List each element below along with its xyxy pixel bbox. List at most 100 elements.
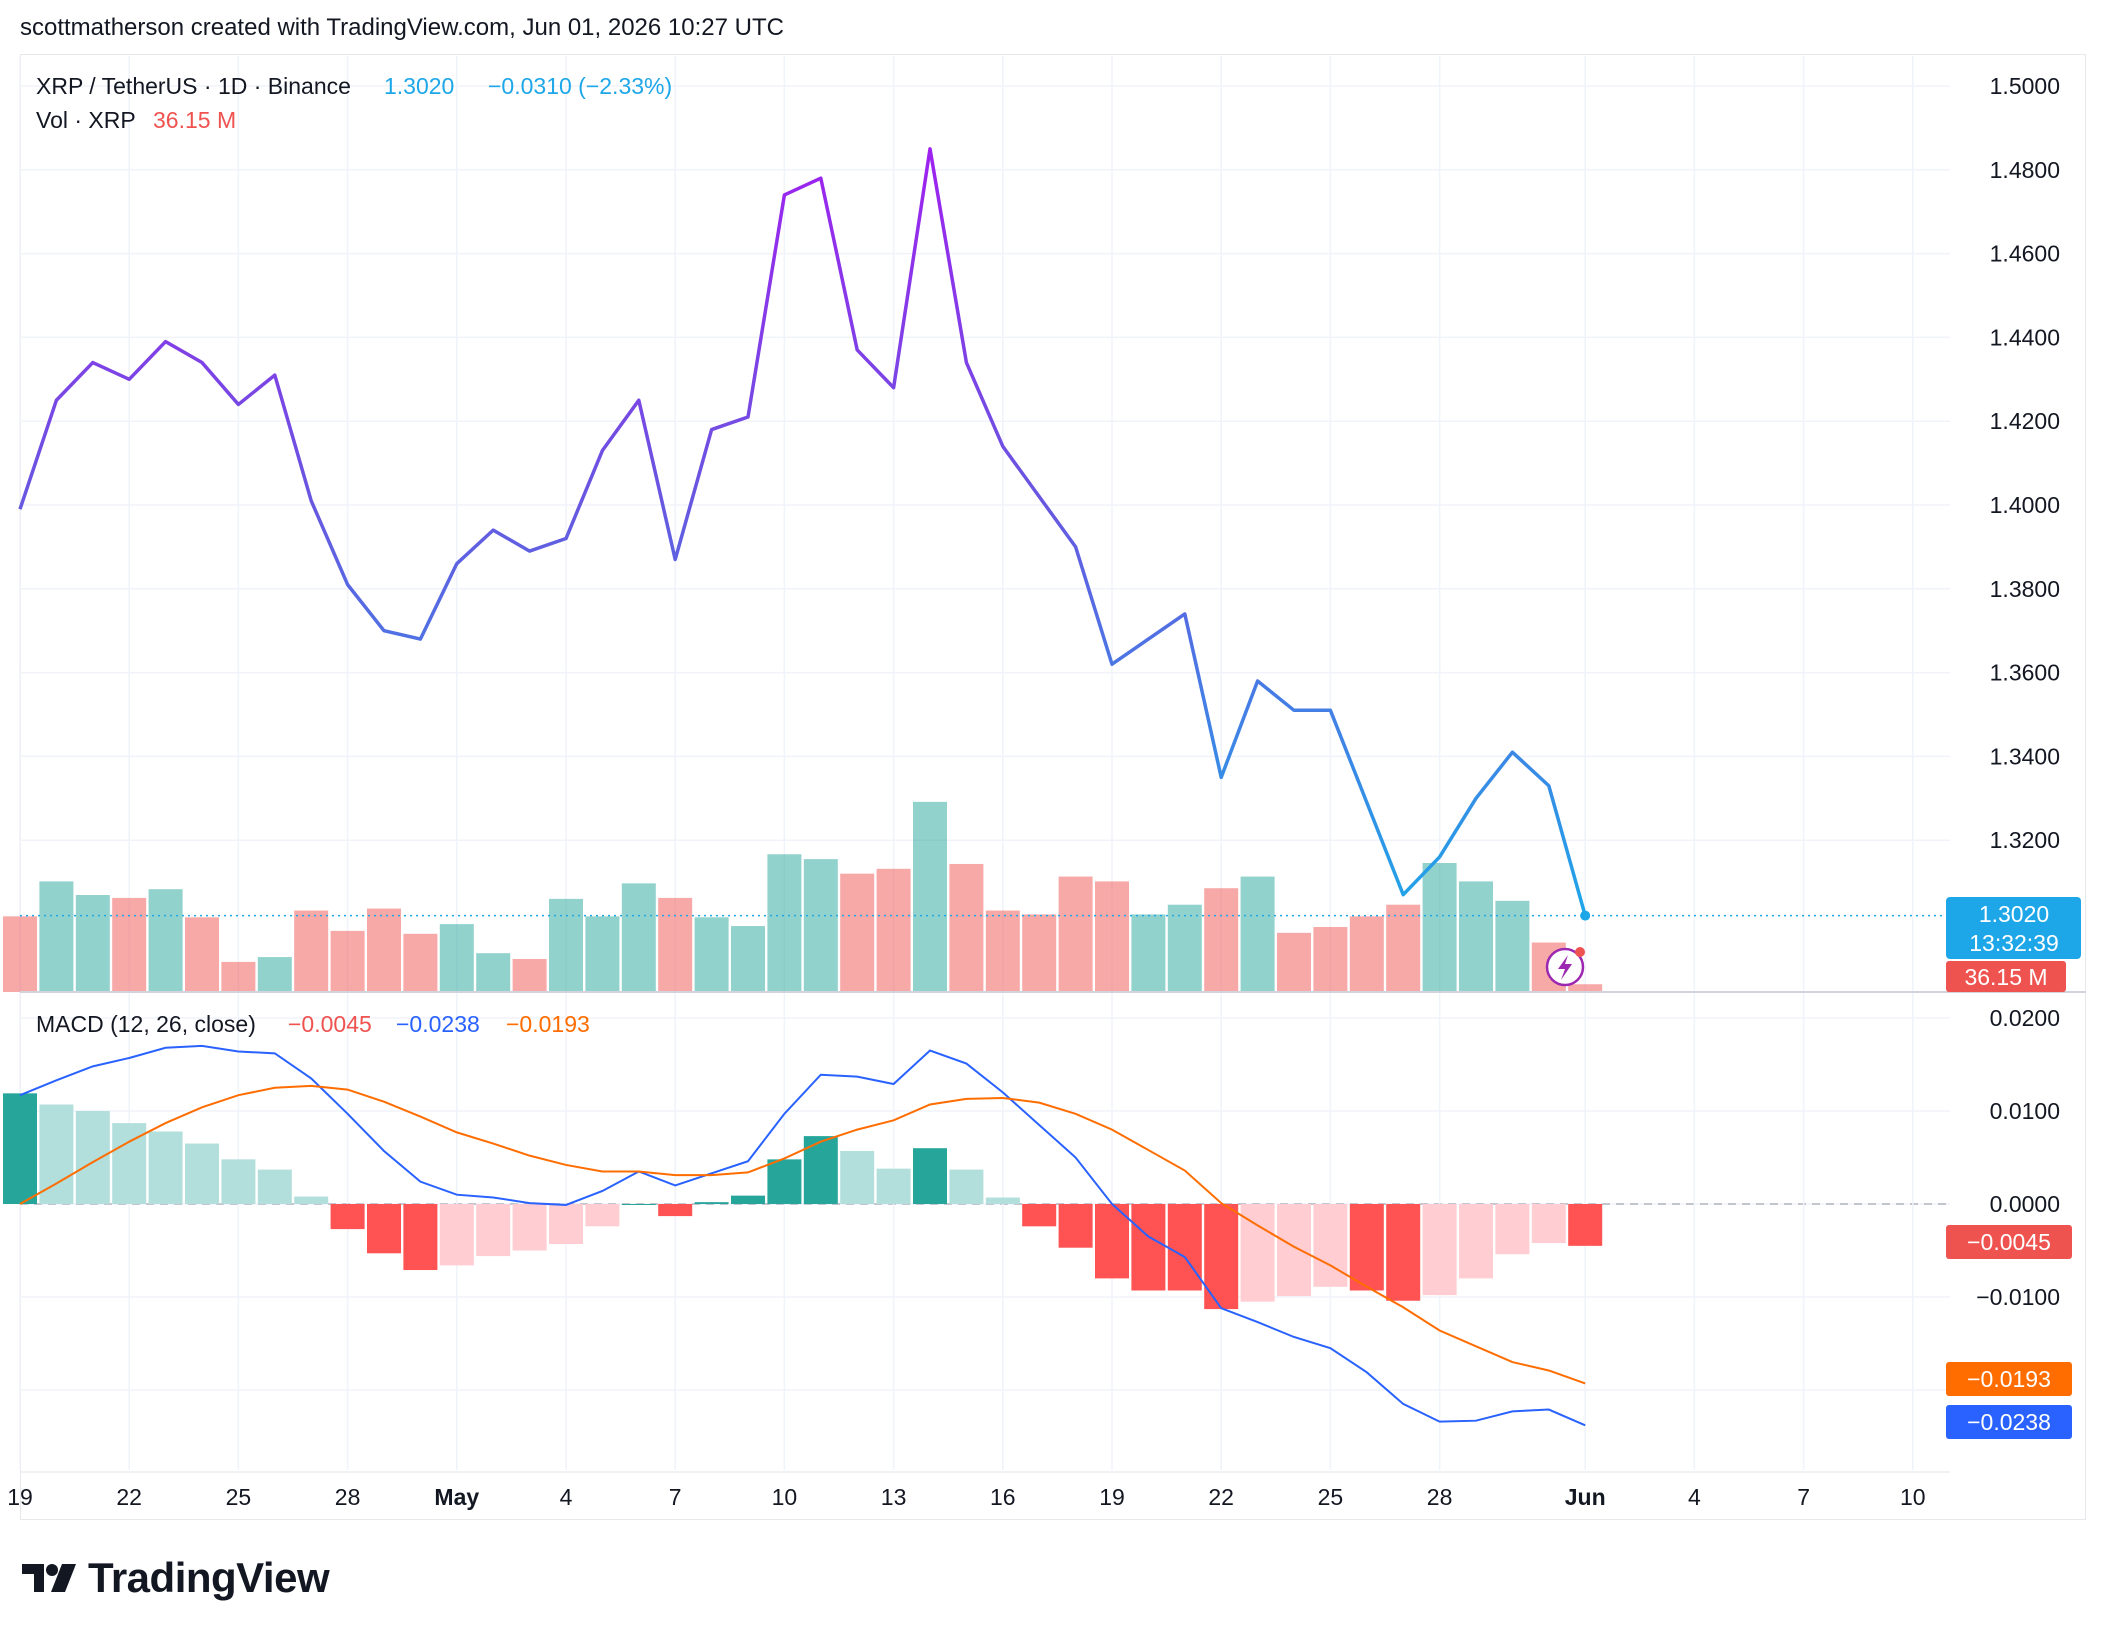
macd-histogram-bar (694, 1202, 729, 1204)
time-tick-label: 22 (116, 1484, 142, 1510)
time-tick-label: 10 (1900, 1484, 1926, 1510)
macd-histogram-bar (257, 1169, 292, 1204)
legend-volume-value: 36.15 M (153, 107, 236, 133)
price-tick-label: 1.4400 (1990, 324, 2060, 350)
macd-histogram-bar (1022, 1204, 1057, 1227)
histogram-badge: −0.0045 (1946, 1225, 2072, 1259)
macd-histogram (3, 1093, 1603, 1310)
time-tick-label: 22 (1208, 1484, 1234, 1510)
time-tick-label: 4 (1688, 1484, 1701, 1510)
macd-histogram-bar (330, 1204, 365, 1230)
chart-attribution: scottmatherson created with TradingView.… (20, 14, 784, 41)
volume-bar (3, 916, 37, 992)
volume-bar (39, 881, 74, 992)
price-tick-label: 1.3400 (1990, 743, 2060, 769)
macd-tick-label: 0.0100 (1990, 1098, 2060, 1124)
volume-bar (257, 957, 292, 992)
macd-histogram-bar (585, 1204, 620, 1227)
macd-line[interactable] (19, 1044, 1586, 1427)
legend-macd-signal: −0.0193 (506, 1011, 590, 1037)
price-tick-label: 1.3200 (1990, 827, 2060, 853)
volume-bar (148, 889, 183, 992)
legend-symbol[interactable]: XRP / TetherUS · 1D · Binance (36, 73, 351, 99)
tradingview-logo-icon (22, 1564, 76, 1592)
volume-bar (949, 863, 984, 992)
volume-bar (1277, 932, 1311, 992)
volume-bar (112, 897, 147, 992)
volume-bar (403, 933, 438, 992)
macd-histogram-bar (1240, 1204, 1275, 1302)
volume-bar (1568, 984, 1603, 992)
macd-histogram-bar (1313, 1204, 1348, 1287)
time-tick-label: 28 (1427, 1484, 1453, 1510)
volume-bar (221, 961, 256, 992)
price-tick-label: 1.4600 (1990, 241, 2060, 267)
volume-bar (1058, 876, 1093, 992)
macd-histogram-bar (840, 1150, 875, 1204)
legend-macd-label[interactable]: MACD (12, 26, close) (36, 1011, 256, 1037)
macd-histogram-bar (148, 1131, 183, 1204)
legend-macd-histogram: −0.0045 (288, 1011, 372, 1037)
time-tick-label: 4 (560, 1484, 573, 1510)
macd-histogram-bar (1495, 1204, 1530, 1255)
signal-badge-value: −0.0193 (1967, 1366, 2051, 1392)
price-tick-label: 1.3600 (1990, 660, 2060, 686)
price-tick-label: 1.5000 (1990, 73, 2060, 99)
volume-bar (367, 908, 401, 992)
tradingview-logo[interactable]: TradingView (22, 1554, 330, 1602)
macd-histogram-bar (403, 1204, 438, 1271)
macd-histogram-bar (1204, 1204, 1239, 1310)
time-tick-label: 13 (881, 1484, 907, 1510)
time-tick-label: Jun (1565, 1484, 1606, 1510)
legend-price: 1.3020 (384, 73, 454, 99)
lightning-icon[interactable] (1545, 947, 1585, 987)
volume-bar (585, 916, 620, 992)
time-tick-label: 28 (335, 1484, 361, 1510)
price-tick-label: 1.4800 (1990, 157, 2060, 183)
volume-bar (439, 924, 474, 992)
macd-histogram-bar (1422, 1204, 1457, 1296)
volume-bar (1495, 900, 1530, 992)
volume-bar (767, 854, 802, 992)
tradingview-wordmark: TradingView (88, 1554, 330, 1601)
time-tick-label: 19 (1099, 1484, 1125, 1510)
time-tick-label: May (434, 1484, 479, 1510)
chart-grid (19, 56, 1950, 1470)
time-tick-label: 19 (7, 1484, 33, 1510)
macd-histogram-bar (1277, 1204, 1311, 1297)
macd-histogram-bar (367, 1204, 401, 1254)
legend-change: −0.0310 (−2.33%) (488, 73, 672, 99)
macd-badge: −0.0238 (1946, 1405, 2072, 1439)
macd-histogram-bar (221, 1159, 256, 1204)
macd-histogram-bar (294, 1196, 329, 1204)
price-tick-label: 1.4200 (1990, 408, 2060, 434)
volume-bar (476, 953, 511, 992)
volume-bar (1204, 888, 1239, 992)
macd-histogram-bar (1459, 1204, 1493, 1279)
volume-bar (840, 873, 875, 992)
price-line[interactable] (18, 147, 1587, 917)
volume-badge-value: 36.15 M (1964, 964, 2047, 990)
time-scale[interactable]: 19 22 25 28 May 4 7 10 13 16 19 22 25 28 Jun 4 7 10 (7, 1484, 1925, 1510)
macd-histogram-bar (985, 1197, 1020, 1204)
price-tick-label: 1.3800 (1990, 576, 2060, 602)
time-tick-label: 7 (1797, 1484, 1810, 1510)
macd-histogram-bar (767, 1159, 802, 1204)
volume-bar (1131, 914, 1166, 992)
price-badge-countdown: 13:32:39 (1969, 930, 2059, 956)
signal-line[interactable] (19, 1084, 1586, 1385)
macd-histogram-bar (1131, 1204, 1166, 1291)
time-tick-label: 25 (1318, 1484, 1344, 1510)
time-tick-label: 10 (772, 1484, 798, 1510)
volume-bar (985, 910, 1020, 992)
price-scale[interactable]: 1.5000 1.4800 1.4600 1.4400 1.4200 1.4000 1.38… (1976, 73, 2060, 1310)
legend-volume-label[interactable]: Vol · XRP (36, 107, 136, 133)
volume-bar (1386, 904, 1421, 992)
macd-histogram-bar (1095, 1204, 1129, 1279)
volume-bar (1313, 927, 1348, 992)
time-tick-label: 25 (226, 1484, 252, 1510)
volume-bar (294, 910, 329, 992)
macd-histogram-bar (1568, 1204, 1603, 1246)
macd-histogram-bar (1349, 1204, 1384, 1291)
